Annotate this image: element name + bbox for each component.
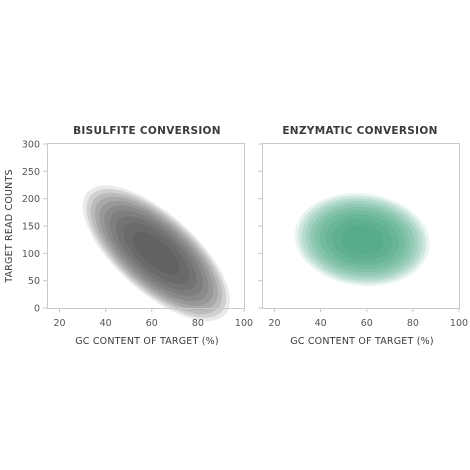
density-contour bbox=[319, 210, 405, 270]
x-tick-label: 20 bbox=[268, 318, 280, 329]
density-contour bbox=[325, 214, 400, 266]
density-contour bbox=[99, 200, 214, 306]
density-contour bbox=[109, 210, 203, 297]
density-contour bbox=[340, 224, 384, 255]
density-contour bbox=[133, 231, 180, 275]
x-tick-label: 100 bbox=[235, 318, 253, 329]
x-tick-label: 20 bbox=[53, 318, 65, 329]
density-contour bbox=[298, 195, 427, 284]
x-tick-label: 80 bbox=[192, 318, 204, 329]
x-tick-label: 80 bbox=[407, 318, 419, 329]
x-axis-label-enzymatic: GC CONTENT OF TARGET (%) bbox=[290, 336, 434, 347]
x-tick-label: 60 bbox=[361, 318, 373, 329]
x-ticks-bisulfite: 20 40 60 80 100 bbox=[53, 308, 253, 329]
density-contour bbox=[116, 216, 197, 291]
x-axis-label-bisulfite: GC CONTENT OF TARGET (%) bbox=[75, 336, 219, 347]
density-contour bbox=[86, 189, 227, 318]
x-tick-label: 40 bbox=[100, 318, 112, 329]
panel-enzymatic: ENZYMATIC CONVERSION 20 40 60 80 100 GC CONT… bbox=[258, 125, 468, 347]
density-contour bbox=[309, 203, 415, 276]
density-contour bbox=[82, 185, 230, 322]
y-tick-label: 300 bbox=[22, 140, 40, 151]
density-contour bbox=[305, 200, 419, 279]
panel-bisulfite: BISULFITE CONVERSION 050100150200250300 … bbox=[22, 125, 253, 347]
panel-title-enzymatic: ENZYMATIC CONVERSION bbox=[282, 125, 437, 137]
density-bisulfite bbox=[82, 185, 230, 322]
density-contour bbox=[331, 218, 393, 261]
density-enzymatic bbox=[294, 193, 430, 287]
y-tick-label: 100 bbox=[22, 249, 40, 260]
y-tick-label: 200 bbox=[22, 194, 40, 205]
density-contour bbox=[94, 196, 218, 311]
x-ticks-enzymatic: 20 40 60 80 100 bbox=[268, 308, 468, 329]
density-contour bbox=[90, 192, 223, 314]
y-ticks-enzymatic bbox=[258, 143, 263, 309]
y-ticks-bisulfite: 0 50 100 150 200 250 300 bbox=[22, 140, 48, 315]
density-contour bbox=[104, 205, 209, 302]
density-contour bbox=[301, 198, 423, 282]
y-tick-label: 50 bbox=[28, 276, 40, 287]
density-contour bbox=[314, 206, 410, 273]
x-tick-label: 40 bbox=[315, 318, 327, 329]
y-tick-label: 150 bbox=[22, 222, 40, 233]
x-tick-label: 100 bbox=[450, 318, 468, 329]
x-tick-label: 60 bbox=[146, 318, 158, 329]
y-axis-label: TARGET READ COUNTS bbox=[4, 169, 15, 283]
y-tick-label: 0 bbox=[34, 304, 40, 315]
density-contour bbox=[294, 193, 430, 287]
y-tick-label: 250 bbox=[22, 167, 40, 178]
density-contour bbox=[123, 223, 190, 284]
panel-title-bisulfite: BISULFITE CONVERSION bbox=[73, 125, 221, 137]
